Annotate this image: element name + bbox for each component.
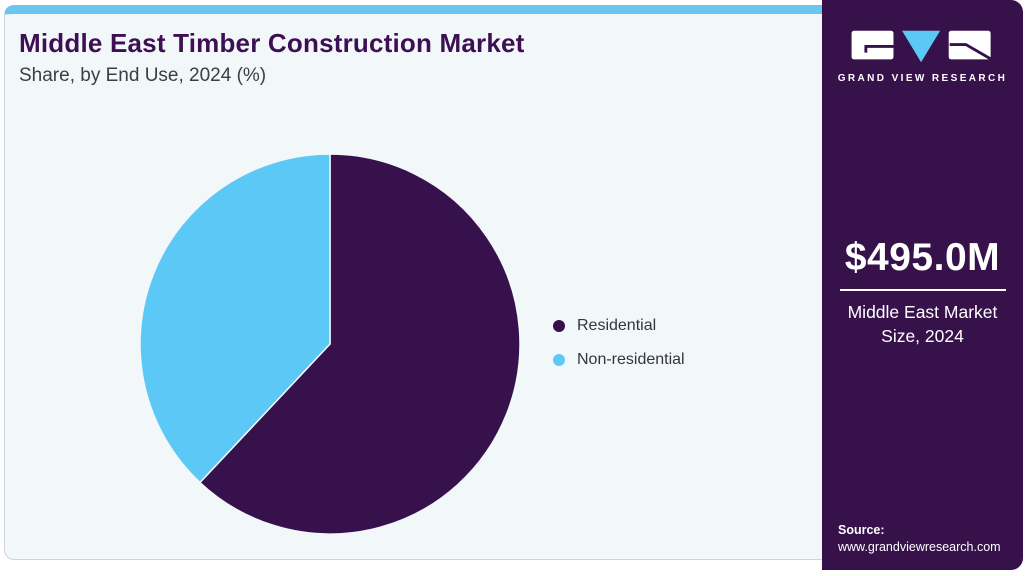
source-block: Source: www.grandviewresearch.com (838, 523, 1001, 554)
pie-chart-svg (139, 153, 521, 535)
pie-chart (138, 152, 522, 536)
legend-item-non-residential: Non-residential (553, 348, 685, 372)
chart-subtitle: Share, by End Use, 2024 (%) (19, 65, 267, 86)
source-url: www.grandviewresearch.com (838, 540, 1001, 554)
pie-slice-residential (199, 153, 521, 535)
brand-logo: GRAND VIEW RESEARCH (822, 26, 1023, 84)
market-size-block: $495.0M Middle East Market Size, 2024 (822, 236, 1023, 348)
legend-dot-residential (553, 320, 565, 332)
chart-header: Middle East Timber Construction Market S… (19, 28, 525, 87)
source-label: Source: (838, 523, 885, 537)
market-size-value: $495.0M (844, 236, 1001, 279)
chart-title: Middle East Timber Construction Market (19, 28, 525, 58)
legend-label: Non-residential (577, 351, 685, 368)
chart-legend: Residential Non-residential (553, 314, 685, 382)
gvr-logo-icon (851, 30, 991, 63)
legend-label: Residential (577, 317, 657, 334)
legend-dot-non-residential (553, 354, 565, 366)
brand-sidebar: GRAND VIEW RESEARCH $495.0M Middle East … (822, 0, 1023, 570)
pie-slice-non-residential (139, 153, 331, 484)
market-size-label: Middle East Market Size, 2024 (847, 302, 998, 346)
market-size-divider (839, 289, 1006, 291)
brand-logo-text: GRAND VIEW RESEARCH (837, 73, 1008, 84)
legend-item-residential: Residential (553, 314, 685, 338)
